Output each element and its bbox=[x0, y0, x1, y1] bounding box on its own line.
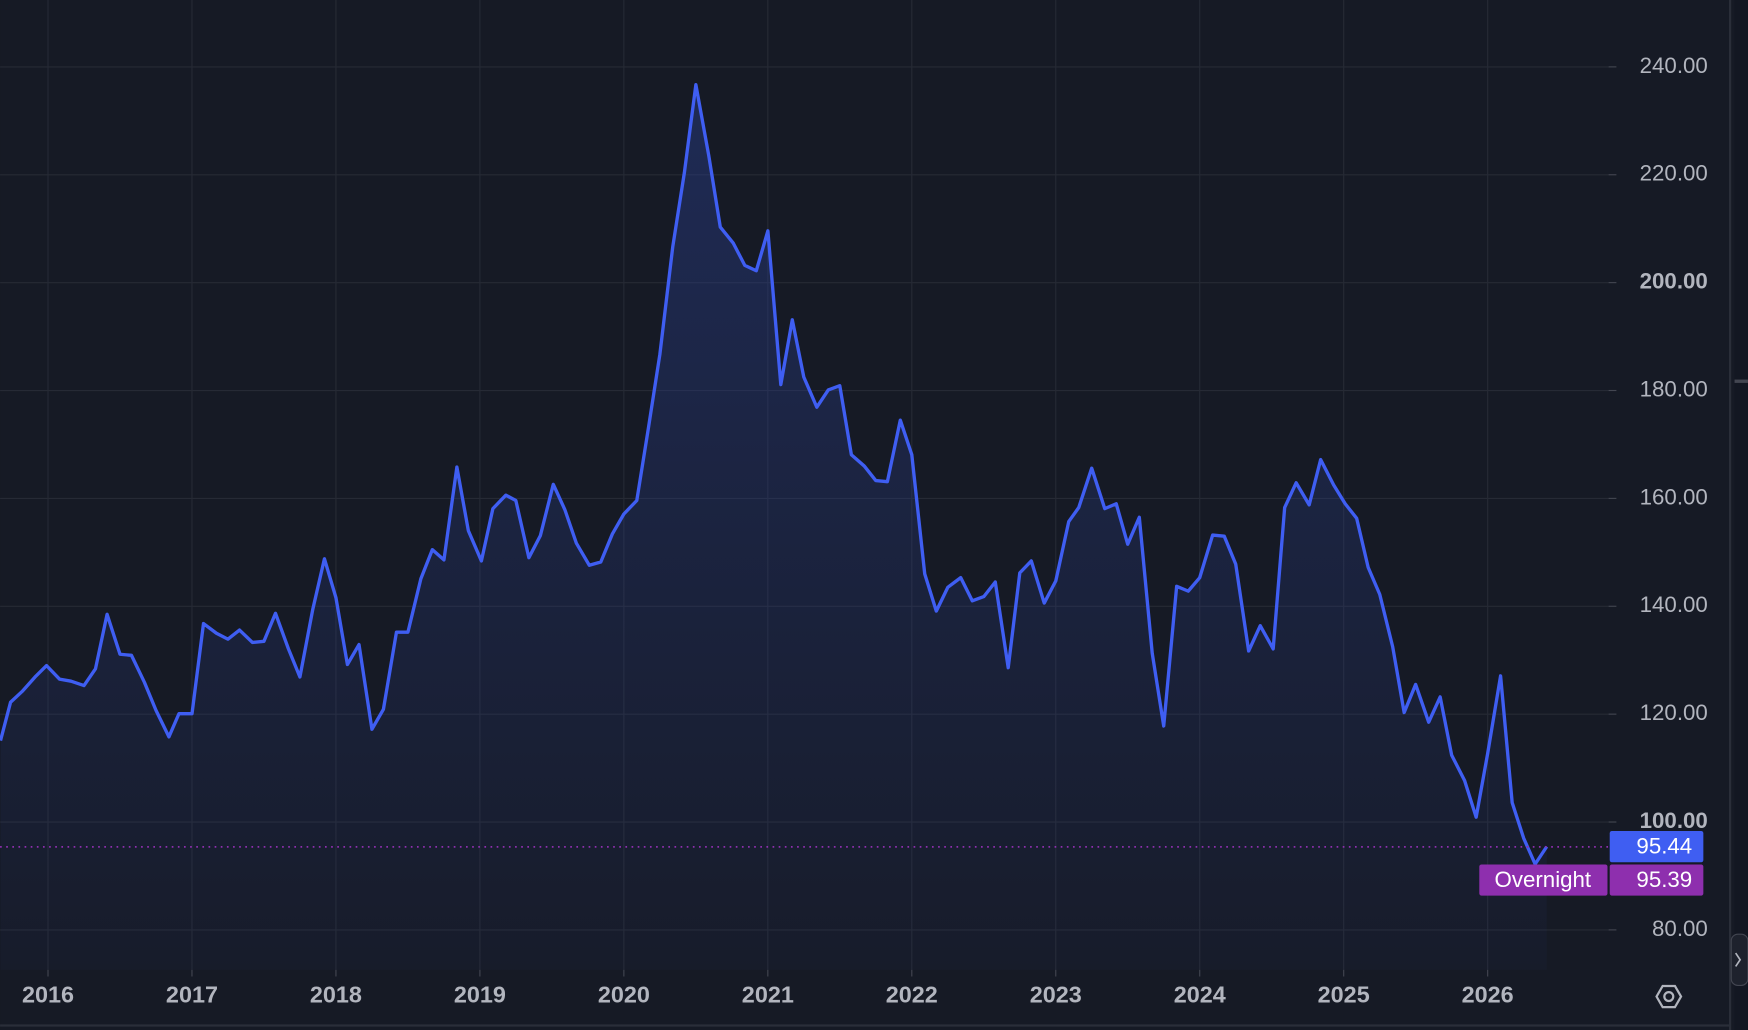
last-price-label: 95.44 bbox=[1636, 834, 1692, 859]
area bbox=[0, 84, 1547, 970]
y-tick-label: 100.00 bbox=[1640, 808, 1708, 833]
collapse-icon bbox=[1734, 952, 1742, 967]
y-tick-label: 180.00 bbox=[1640, 376, 1708, 401]
overnight-price-label: 95.39 bbox=[1636, 867, 1692, 892]
side-strip bbox=[1734, 0, 1748, 1030]
settings-button[interactable] bbox=[1655, 984, 1683, 1009]
y-tick-label: 200.00 bbox=[1640, 269, 1708, 294]
y-tick-label: 140.00 bbox=[1640, 592, 1708, 617]
x-tick-label: 2016 bbox=[22, 982, 74, 1008]
x-tick-label: 2020 bbox=[598, 982, 650, 1008]
overnight-label: Overnight bbox=[1495, 867, 1592, 892]
x-tick-label: 2024 bbox=[1174, 982, 1226, 1008]
last-price-badge bbox=[1609, 831, 1704, 863]
settings-icon bbox=[1655, 984, 1683, 1009]
overnight-badge bbox=[1479, 864, 1608, 896]
overnight-price-badge bbox=[1609, 864, 1704, 896]
settings-icon-center bbox=[1663, 990, 1675, 1003]
price-line bbox=[0, 83, 1549, 866]
x-tick-label: 2018 bbox=[310, 982, 362, 1008]
x-tick-label: 2023 bbox=[1030, 982, 1082, 1008]
x-tick-label: 2021 bbox=[742, 982, 794, 1008]
x-tick-label: 2017 bbox=[166, 982, 218, 1008]
x-tick-label: 2025 bbox=[1318, 982, 1370, 1008]
y-tick-label: 240.00 bbox=[1640, 53, 1708, 78]
y-tick-label: 120.00 bbox=[1640, 700, 1708, 725]
x-tick-label: 2022 bbox=[886, 982, 938, 1008]
y-tick-label: 80.00 bbox=[1652, 916, 1708, 941]
plot-area bbox=[0, 83, 1609, 970]
y-tick-label: 160.00 bbox=[1640, 484, 1708, 509]
y-tick-label: 220.00 bbox=[1640, 161, 1708, 186]
x-tick-label: 2026 bbox=[1462, 982, 1514, 1008]
x-tick-label: 2019 bbox=[454, 982, 506, 1008]
